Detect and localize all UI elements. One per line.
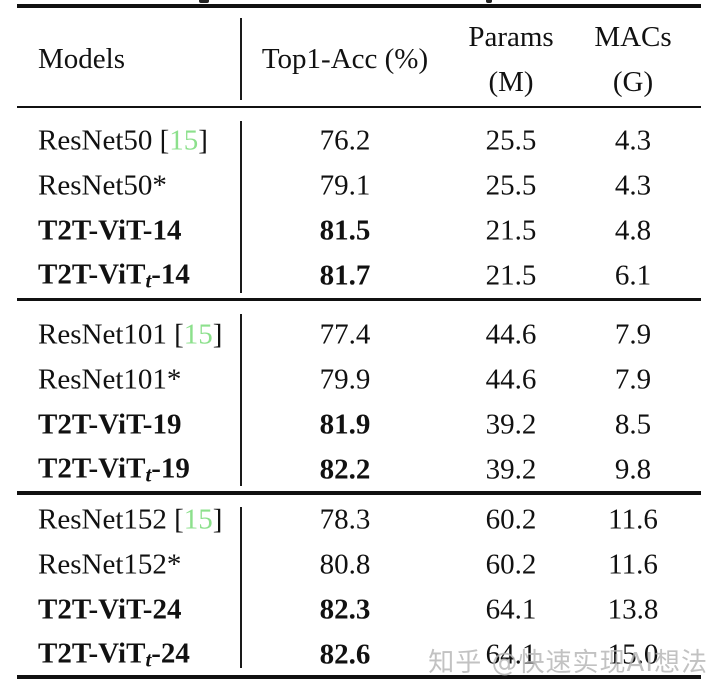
model-name-cell: ResNet101*: [38, 363, 182, 395]
model-name-cell: T2T-ViTt-14: [38, 258, 190, 292]
table-row: T2T-ViT-24 82.3 64.1 13.8: [0, 587, 710, 632]
column-divider-segment: [240, 507, 242, 668]
params-cell: 60.2: [485, 548, 537, 580]
macs-cell: 13.8: [607, 593, 659, 625]
header-bottom-rule: [17, 106, 701, 108]
table-row: ResNet152* 80.8 60.2 11.6: [0, 542, 710, 587]
model-name-cell: T2T-ViTt-24: [38, 637, 190, 671]
table-top-rule: [17, 4, 701, 8]
citation-ref: 15: [183, 503, 213, 535]
top1-acc-cell: 81.9: [319, 408, 371, 440]
top1-acc-cell: 80.8: [319, 548, 371, 580]
table-row: T2T-ViT-19 81.9 39.2 8.5: [0, 402, 710, 447]
macs-cell: 4.3: [614, 124, 652, 156]
top1-acc-cell: 82.2: [319, 453, 371, 485]
subscript: t: [145, 461, 152, 486]
column-header-params-unit: (M): [488, 66, 534, 98]
macs-cell: 15.0: [607, 638, 659, 670]
column-header-macs-unit: (G): [612, 66, 654, 98]
table-row: T2T-ViT-14 81.5 21.5 4.8: [0, 208, 710, 253]
top1-acc-cell: 78.3: [319, 503, 371, 535]
cutoff-caption-fragment: [199, 0, 209, 3]
model-name-cell: ResNet152 [15]: [38, 503, 223, 535]
macs-cell: 7.9: [614, 318, 652, 350]
model-name-cell: T2T-ViT-19: [38, 408, 182, 440]
table-group-resnet50: ResNet50 [15] 76.2 25.5 4.3 ResNet50* 79.1 25.…: [0, 118, 710, 298]
params-cell: 21.5: [485, 259, 537, 291]
column-header-macs: MACs: [594, 21, 672, 53]
params-cell: 44.6: [485, 318, 537, 350]
top1-acc-cell: 81.7: [319, 259, 371, 291]
model-name-cell: T2T-ViT-14: [38, 214, 182, 246]
params-cell: 44.6: [485, 363, 537, 395]
params-cell: 64.1: [485, 638, 537, 670]
table-group-resnet101: ResNet101 [15] 77.4 44.6 7.9 ResNet101* 79.9 4…: [0, 312, 710, 492]
model-name-cell: ResNet101 [15]: [38, 318, 223, 350]
top1-acc-cell: 82.3: [319, 593, 371, 625]
cutoff-caption-fragment: [486, 0, 492, 3]
citation-ref: 15: [169, 124, 199, 156]
macs-cell: 6.1: [614, 259, 652, 291]
table-row: ResNet101* 79.9 44.6 7.9: [0, 357, 710, 402]
params-cell: 64.1: [485, 593, 537, 625]
table-group-resnet152: ResNet152 [15] 78.3 60.2 11.6 ResNet152* 80.8…: [0, 497, 710, 677]
group1-bottom-rule: [17, 298, 701, 301]
model-name-cell: ResNet50 [15]: [38, 124, 208, 156]
params-cell: 39.2: [485, 408, 537, 440]
top1-acc-cell: 76.2: [319, 124, 371, 156]
model-name-cell: T2T-ViT-24: [38, 593, 182, 625]
top1-acc-cell: 79.1: [319, 169, 371, 201]
table-row: ResNet50 [15] 76.2 25.5 4.3: [0, 118, 710, 163]
model-name-cell: ResNet50*: [38, 169, 167, 201]
table-row: T2T-ViTt-14 81.7 21.5 6.1: [0, 253, 710, 298]
macs-cell: 9.8: [614, 453, 652, 485]
model-name-cell: T2T-ViTt-19: [38, 452, 190, 486]
macs-cell: 11.6: [608, 503, 658, 535]
top1-acc-cell: 82.6: [319, 638, 371, 670]
citation-ref: 15: [183, 318, 213, 350]
params-cell: 21.5: [485, 214, 537, 246]
table-row: ResNet101 [15] 77.4 44.6 7.9: [0, 312, 710, 357]
top1-acc-cell: 81.5: [319, 214, 371, 246]
macs-cell: 7.9: [614, 363, 652, 395]
top1-acc-cell: 79.9: [319, 363, 371, 395]
subscript: t: [145, 646, 152, 671]
model-name-cell: ResNet152*: [38, 548, 182, 580]
macs-cell: 4.8: [614, 214, 652, 246]
params-cell: 25.5: [485, 124, 537, 156]
table-row: T2T-ViTt-24 82.6 64.1 15.0: [0, 632, 710, 677]
column-header-params: Params: [468, 21, 554, 53]
subscript: t: [145, 267, 152, 292]
macs-cell: 4.3: [614, 169, 652, 201]
column-divider-segment: [240, 18, 242, 100]
table-row: ResNet50* 79.1 25.5 4.3: [0, 163, 710, 208]
watermark: 知乎 @快速实现AI想法: [428, 648, 708, 678]
table-row: ResNet152 [15] 78.3 60.2 11.6: [0, 497, 710, 542]
params-cell: 60.2: [485, 503, 537, 535]
top1-acc-cell: 77.4: [319, 318, 371, 350]
group2-bottom-rule: [17, 491, 701, 495]
table-row: T2T-ViTt-19 82.2 39.2 9.8: [0, 447, 710, 492]
macs-cell: 8.5: [614, 408, 652, 440]
params-cell: 39.2: [485, 453, 537, 485]
params-cell: 25.5: [485, 169, 537, 201]
column-header-top1-acc: Top1-Acc (%): [261, 43, 429, 75]
macs-cell: 11.6: [608, 548, 658, 580]
column-header-models: Models: [38, 43, 125, 75]
table-bottom-rule: [17, 675, 701, 679]
column-divider-segment: [240, 121, 242, 293]
column-divider-segment: [240, 314, 242, 486]
